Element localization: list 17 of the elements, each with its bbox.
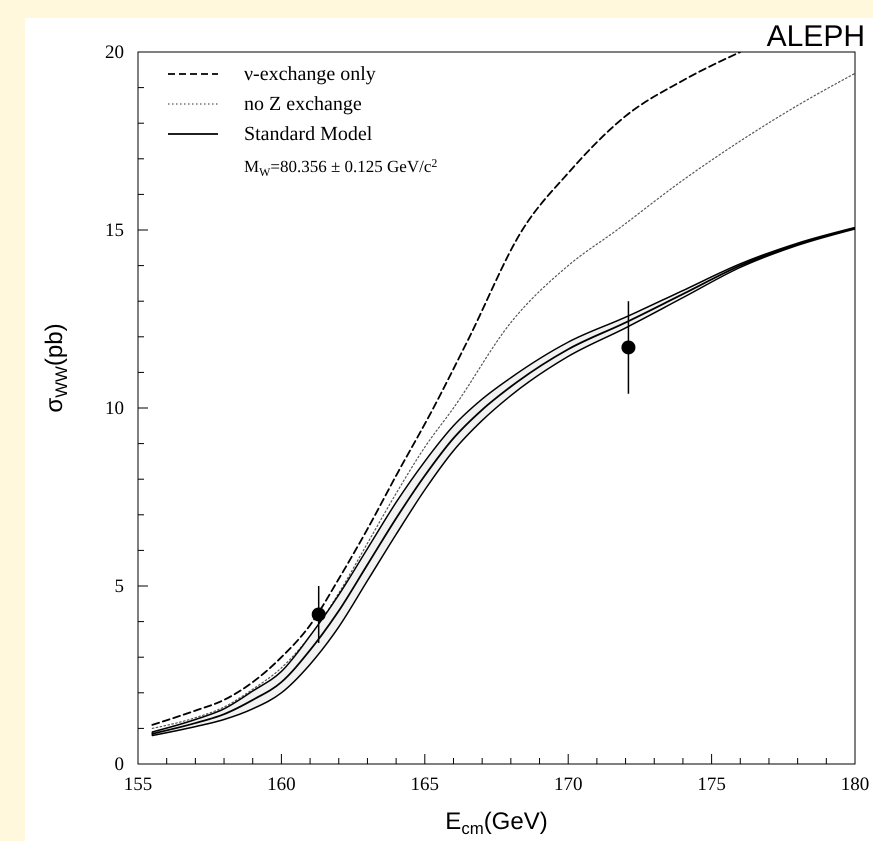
x-tick-label: 175 [697,774,726,795]
x-tick-label: 160 [267,774,296,795]
y-tick-label: 10 [105,398,124,419]
annotation: M$_{W}$=80.356 ± 0.125 GeV/c$^{2}$ [244,156,438,179]
x-tick-label: 155 [124,774,152,795]
x-tick-label: 180 [840,774,870,795]
x-tick-label: 170 [554,774,582,795]
legend-label: no Z exchange [244,93,362,115]
y-tick-label: 15 [105,220,124,241]
y-tick-label: 0 [114,754,124,775]
legend-label: Standard Model [244,123,373,145]
x-tick-label: 165 [410,774,440,795]
x-axis-title: E$_{cm}$(GeV) [445,808,548,838]
y-tick-label: 20 [105,42,124,63]
legend-label: ν-exchange only [244,63,376,85]
y-tick-label: 5 [114,576,124,597]
annotation: ALEPH [766,20,865,53]
